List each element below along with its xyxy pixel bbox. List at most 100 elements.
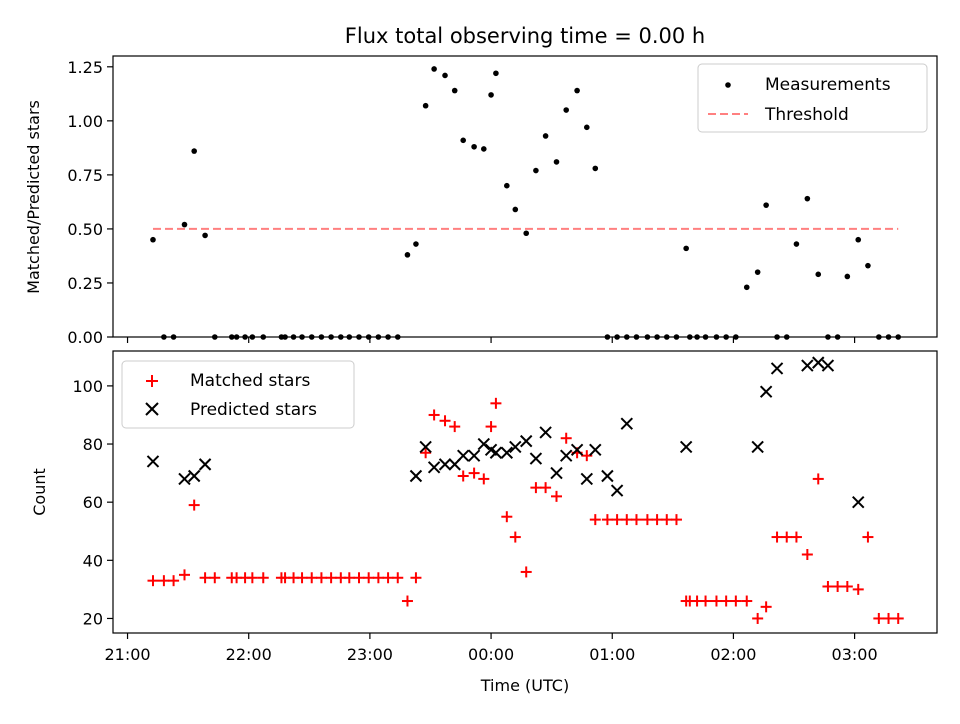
bottom-y-tick-label: 100 — [72, 377, 103, 396]
matched-star-point — [730, 595, 742, 607]
matched-star-point — [509, 531, 521, 543]
matched-star-point — [700, 595, 712, 607]
legend-measurements-marker — [725, 82, 731, 88]
x-tick-label: 22:00 — [226, 645, 272, 664]
measurement-point — [249, 334, 256, 340]
matched-star-point — [841, 580, 853, 592]
predicted-star-point — [520, 434, 533, 448]
predicted-star-point — [198, 458, 212, 471]
predicted-star-point — [679, 440, 693, 454]
top-y-tick-label: 0.75 — [67, 166, 103, 185]
x-tick-label: 23:00 — [347, 645, 393, 664]
measurement-point — [804, 195, 811, 202]
matched-star-point — [741, 595, 753, 607]
matched-star-point — [449, 421, 461, 433]
predicted-star-point — [539, 426, 552, 439]
measurement-point — [702, 334, 709, 340]
matched-star-point — [883, 612, 895, 624]
measurement-point — [404, 252, 411, 258]
measurement-point — [242, 334, 248, 340]
matched-star-point — [372, 572, 384, 584]
matched-star-point — [832, 580, 844, 592]
top-y-axis-label: Matched/Predicted stars — [24, 100, 43, 294]
measurement-point — [338, 334, 344, 340]
measurement-point — [308, 334, 315, 340]
matched-star-point — [630, 514, 642, 526]
matched-star-point — [822, 580, 834, 592]
matched-star-point — [363, 572, 375, 584]
predicted-star-point — [620, 417, 633, 430]
matched-star-point — [641, 514, 653, 526]
matched-star-point — [401, 595, 413, 607]
matched-star-point — [752, 612, 764, 624]
predicted-star-point — [500, 446, 514, 459]
top-legend: Measurements Threshold — [697, 63, 928, 133]
predicted-star-point — [852, 495, 865, 509]
predicted-star-point — [570, 443, 584, 457]
measurement-point — [687, 334, 693, 340]
predicted-star-point — [770, 362, 784, 375]
measurement-point — [895, 334, 902, 340]
matched-star-point — [520, 566, 532, 578]
measurement-point — [451, 87, 458, 94]
matched-star-point — [873, 612, 885, 624]
bottom-legend: Matched stars Predicted stars — [121, 360, 355, 429]
matched-star-point — [651, 514, 663, 526]
matched-star-point — [812, 473, 824, 485]
bottom-panel: 20 40 60 80 100 21:00 22:00 23:00 00:00 01:00 02:… — [30, 350, 938, 695]
predicted-star-point — [759, 385, 773, 398]
matched-star-point — [439, 415, 451, 427]
measurement-point — [865, 262, 871, 269]
measurement-point — [504, 182, 510, 189]
predicted-star-point — [438, 458, 452, 471]
measurement-point — [733, 334, 739, 340]
measurement-point — [774, 334, 780, 340]
measurement-point — [743, 284, 750, 291]
predicted-star-point — [489, 446, 503, 459]
measurement-point — [633, 334, 640, 340]
top-y-tick-label: 0.25 — [67, 274, 103, 293]
matched-star-point — [852, 583, 864, 595]
matched-star-point — [420, 447, 432, 459]
predicted-star-point — [559, 449, 573, 462]
measurement-point — [793, 241, 800, 247]
measurement-point — [592, 165, 599, 172]
measurement-point — [150, 236, 156, 243]
matched-star-point — [760, 601, 772, 613]
measurement-point — [233, 334, 240, 340]
measurement-point — [815, 271, 822, 278]
predicted-star-point — [601, 469, 614, 483]
measurement-point — [542, 133, 549, 139]
measurement-point — [202, 232, 208, 239]
measurement-point — [614, 334, 620, 340]
measurement-point — [346, 334, 353, 340]
matched-star-point — [199, 572, 211, 584]
matched-star-point — [771, 531, 783, 543]
matched-star-point — [147, 575, 159, 587]
measurement-point — [754, 269, 761, 275]
measurement-point — [855, 236, 862, 243]
matched-star-point — [306, 572, 318, 584]
measurement-point — [356, 334, 362, 340]
matched-star-point — [178, 569, 190, 581]
predicted-star-point — [419, 440, 432, 454]
predicted-star-point — [187, 469, 201, 483]
matched-star-point — [540, 482, 552, 494]
legend-measurements-label: Measurements — [765, 75, 891, 95]
measurement-point — [654, 334, 660, 340]
matched-star-point — [478, 473, 490, 485]
measurement-point — [584, 124, 590, 131]
matched-star-point — [392, 572, 404, 584]
measurement-point — [318, 334, 325, 340]
top-y-tick-label: 0.00 — [67, 328, 103, 347]
measurement-point — [533, 167, 539, 174]
measurement-point — [460, 137, 467, 144]
predicted-star-point — [751, 440, 764, 454]
measurement-point — [623, 334, 630, 340]
x-axis-label: Time (UTC) — [480, 676, 569, 695]
bottom-y-axis-label: Count — [30, 468, 49, 516]
matched-star-point — [790, 531, 802, 543]
bottom-y-axis: 20 40 60 80 100 — [72, 377, 113, 628]
measurement-point — [328, 334, 334, 340]
measurement-point — [181, 221, 188, 228]
